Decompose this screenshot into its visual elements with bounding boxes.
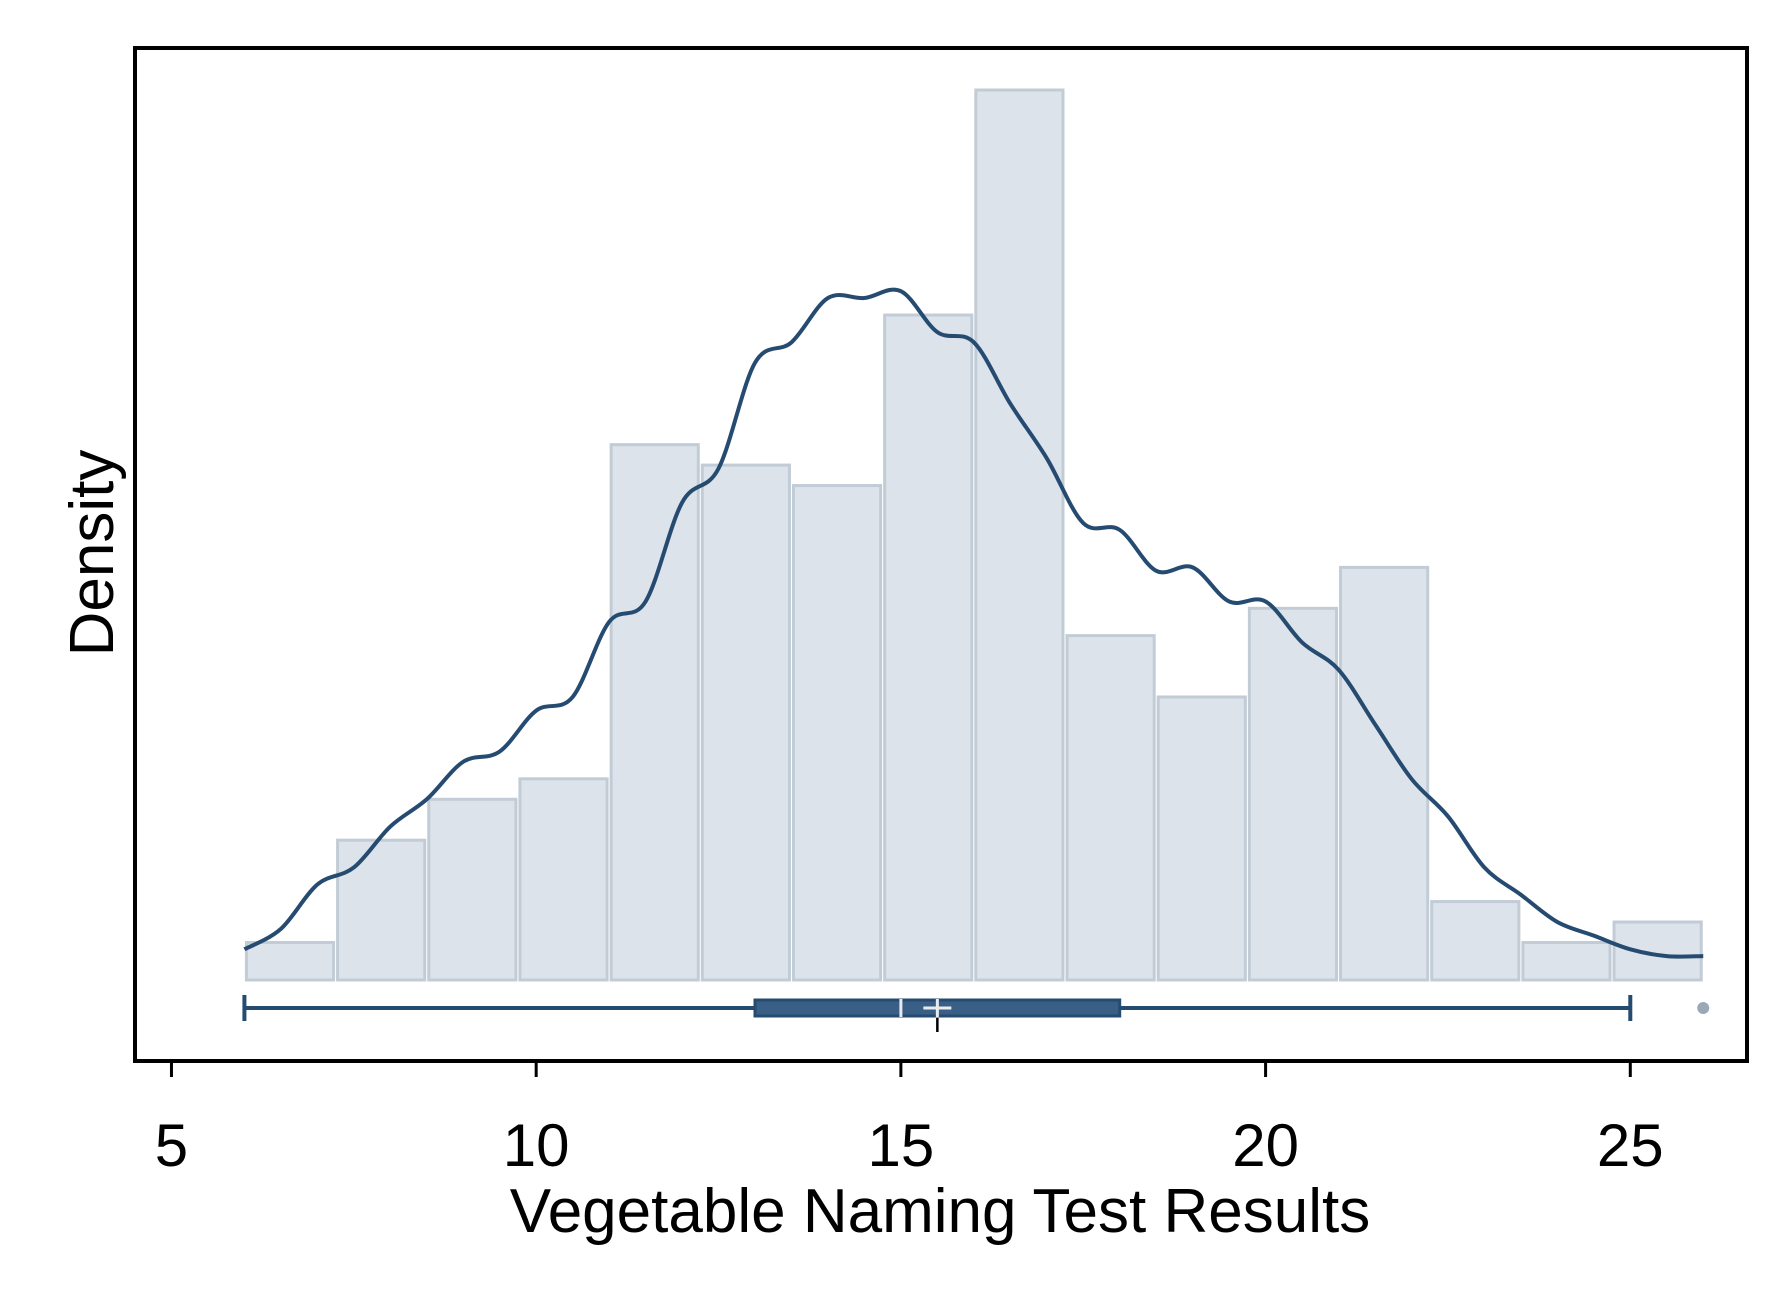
histogram-bar	[1521, 940, 1612, 982]
histogram-bar	[244, 940, 336, 982]
histogram-bar	[883, 313, 974, 982]
histogram-bar	[336, 838, 427, 982]
x-tick-label: 10	[503, 1112, 570, 1179]
x-axis-ticks: 5 10 15 20 25	[155, 1061, 1664, 1179]
histogram-bar	[1339, 565, 1430, 982]
histogram-bar	[427, 797, 518, 982]
histogram-bar	[974, 88, 1065, 982]
x-tick-label: 25	[1597, 1112, 1664, 1179]
histogram-bar	[609, 443, 700, 982]
x-tick-label: 5	[155, 1112, 188, 1179]
histogram-bar	[1156, 695, 1247, 982]
boxplot-outlier	[1697, 1002, 1710, 1014]
y-axis-label: Density	[58, 450, 127, 657]
histogram-bar	[1065, 634, 1156, 982]
histogram-bar	[1247, 606, 1339, 982]
x-tick-label: 20	[1232, 1112, 1299, 1179]
x-axis-label: Vegetable Naming Test Results	[510, 1177, 1370, 1246]
histogram-bars	[244, 88, 1703, 982]
histogram-bar	[791, 484, 883, 982]
histogram-bar	[700, 463, 791, 982]
boxplot	[242, 995, 1710, 1032]
x-tick-label: 15	[868, 1112, 935, 1179]
histogram-bar	[518, 777, 609, 982]
histogram-bar	[1612, 920, 1703, 982]
density-curve	[243, 287, 1704, 959]
histogram-bar	[1430, 900, 1521, 982]
